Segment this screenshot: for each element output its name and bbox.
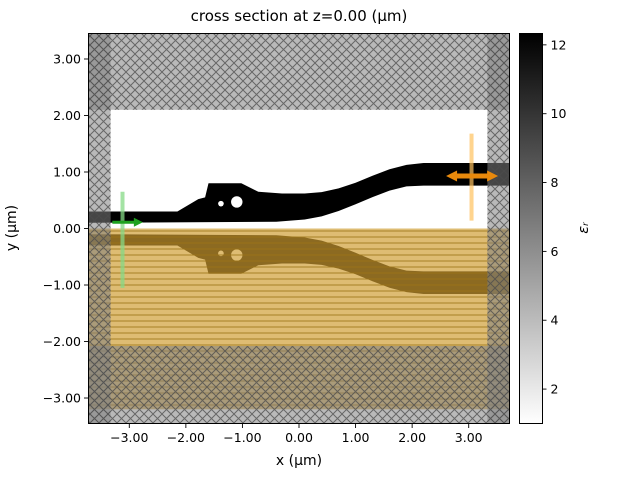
plot-area	[88, 33, 510, 424]
y-tick-label: 2.00	[53, 108, 81, 123]
pml-band	[487, 33, 510, 424]
y-tick-label: −1.00	[43, 278, 81, 293]
colorbar-tick-label: 10	[551, 106, 567, 121]
plot-frame	[88, 33, 510, 424]
x-tick-label: −2.00	[167, 430, 205, 445]
x-tick-label: −1.00	[223, 430, 261, 445]
colorbar: 2 4 6 8 10 12	[519, 33, 567, 424]
colorbar-gradient	[519, 33, 543, 424]
x-tick-label: 3.00	[455, 430, 483, 445]
colorbar-tick-label: 12	[551, 37, 567, 52]
x-tick-label: −3.00	[110, 430, 148, 445]
colorbar-tick-label: 8	[551, 175, 559, 190]
y-axis-label: y (μm)	[4, 205, 20, 251]
waveguide-hole	[231, 196, 243, 208]
plot-title: cross section at z=0.00 (μm)	[191, 7, 408, 25]
x-axis-label: x (μm)	[276, 453, 322, 469]
waveguide-hole	[218, 200, 224, 207]
x-tick-label: 1.00	[342, 430, 370, 445]
y-tick-label: 1.00	[53, 164, 81, 179]
monitor-flux-arrow-head	[487, 170, 499, 182]
colorbar-tick-label: 6	[551, 244, 559, 259]
colorbar-label: εᵣ	[576, 221, 592, 234]
y-tick-label: −3.00	[43, 391, 81, 406]
source-direction-arrow-head	[133, 217, 143, 227]
colorbar-tick-label: 4	[551, 313, 559, 328]
pml-band	[88, 33, 111, 424]
pml-band	[88, 346, 510, 424]
y-tick-label: −2.00	[43, 334, 81, 349]
colorbar-tick-label: 2	[551, 382, 559, 397]
x-tick-label: 2.00	[398, 430, 426, 445]
axis-ticks: −3.00 −2.00 −1.00 0.00 1.00 2.00 3.00 3.00 2.00 1…	[43, 51, 483, 445]
waveguide-cross-section	[88, 163, 510, 223]
y-tick-label: 3.00	[53, 51, 81, 66]
x-tick-label: 0.00	[285, 430, 313, 445]
pml-band	[88, 33, 510, 110]
substrate-region	[88, 228, 510, 346]
monitor-flux-arrow-head	[446, 170, 458, 182]
y-tick-label: 0.00	[53, 221, 81, 236]
